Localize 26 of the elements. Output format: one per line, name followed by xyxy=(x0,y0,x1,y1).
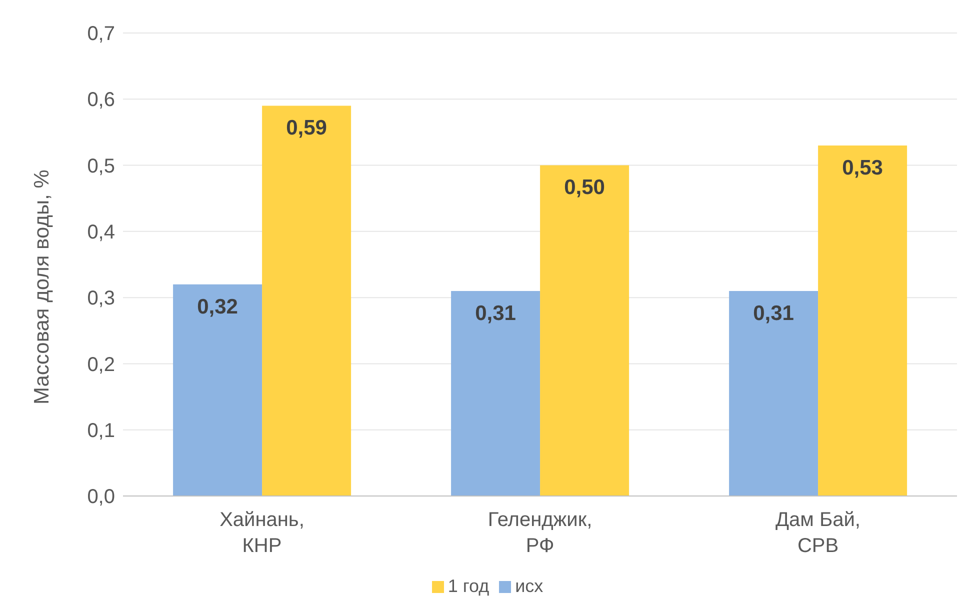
x-tick-label: Геленджик, РФ xyxy=(488,509,592,557)
legend-label: исх xyxy=(515,576,544,596)
data-label: 0,50 xyxy=(564,176,605,200)
x-tick-label: Дам Бай, СРВ xyxy=(776,509,860,557)
bar xyxy=(540,165,630,496)
data-label: 0,31 xyxy=(475,302,516,325)
y-axis-title: Массовая доля воды, % xyxy=(30,170,54,404)
y-tick-label: 0,2 xyxy=(87,354,115,376)
data-label: 0,59 xyxy=(286,116,327,140)
y-tick-label: 0,0 xyxy=(87,486,115,508)
bar xyxy=(451,290,540,496)
y-tick-label: 0,1 xyxy=(87,420,115,442)
bar xyxy=(729,290,818,496)
bar xyxy=(262,106,352,496)
y-tick-label: 0,3 xyxy=(87,288,115,310)
y-tick-label: 0,5 xyxy=(87,155,115,178)
data-label: 0,31 xyxy=(753,302,794,325)
bar xyxy=(818,145,908,496)
legend-label: 1 год xyxy=(448,576,490,596)
data-label: 0,53 xyxy=(842,156,883,180)
y-tick-label: 0,7 xyxy=(87,23,115,46)
bar xyxy=(173,284,262,496)
y-tick-label: 0,4 xyxy=(87,222,115,244)
x-tick-label: Хайнань, КНР xyxy=(220,509,304,557)
data-label: 0,32 xyxy=(197,295,238,318)
y-tick-label: 0,6 xyxy=(87,89,115,112)
